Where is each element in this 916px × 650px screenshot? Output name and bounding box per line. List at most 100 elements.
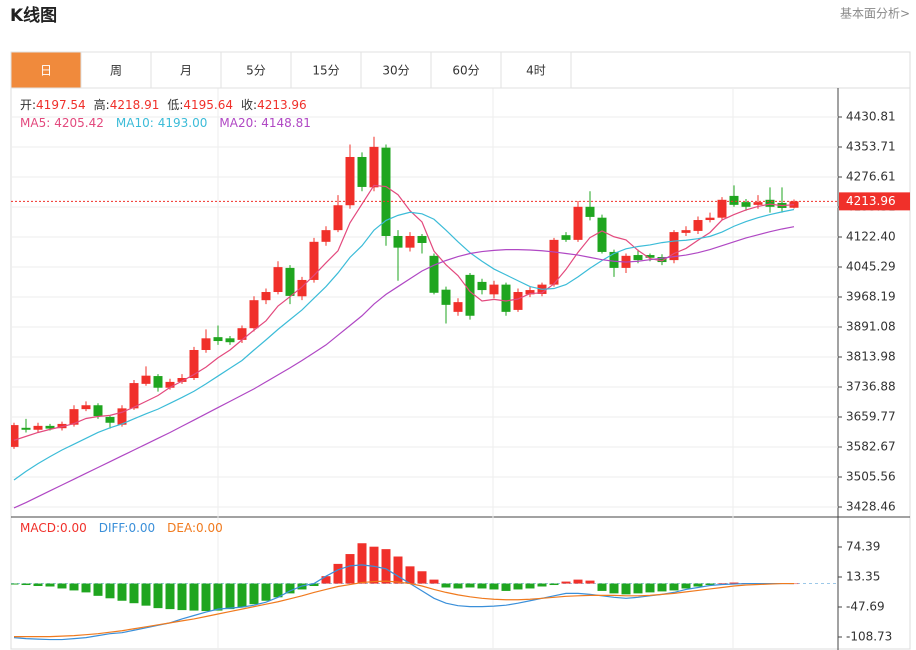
legend-value: 4205.42 bbox=[54, 116, 104, 130]
macd-bar bbox=[201, 583, 211, 612]
candle-body bbox=[249, 300, 259, 329]
macd-bar bbox=[345, 554, 355, 584]
macd-bar bbox=[129, 583, 139, 604]
y-tick-label: 3968.19 bbox=[846, 289, 896, 303]
candle-body bbox=[165, 381, 175, 388]
macd-bar bbox=[705, 583, 715, 586]
legend-label: DIFF: bbox=[99, 521, 129, 535]
macd-bar bbox=[645, 583, 655, 593]
tab-label[interactable]: 周 bbox=[110, 64, 122, 78]
macd-bar bbox=[537, 583, 547, 587]
macd-bar bbox=[681, 583, 691, 589]
candle-body bbox=[405, 235, 415, 248]
candle-body bbox=[393, 235, 403, 248]
legend-label: MA20: bbox=[219, 116, 257, 130]
macd-bar bbox=[381, 549, 391, 584]
macd-bar bbox=[417, 571, 427, 584]
macd-bar bbox=[225, 583, 235, 610]
y-tick-label: 3505.56 bbox=[846, 470, 896, 484]
candle-body bbox=[297, 279, 307, 297]
y-tick-label: 3582.67 bbox=[846, 440, 896, 454]
macd-bar bbox=[237, 583, 247, 608]
y-tick-label: 3736.88 bbox=[846, 380, 896, 394]
tab-label[interactable]: 4时 bbox=[526, 64, 546, 78]
macd-bar bbox=[393, 556, 403, 584]
grid bbox=[11, 116, 838, 508]
macd-bar bbox=[633, 583, 643, 594]
tab-label[interactable]: 日 bbox=[40, 64, 52, 78]
macd-bar bbox=[729, 582, 739, 584]
legend-value: 0.00 bbox=[196, 521, 223, 535]
candle-body bbox=[381, 147, 391, 236]
tab[interactable] bbox=[500, 51, 572, 89]
macd-bar bbox=[45, 583, 55, 587]
candle-body bbox=[357, 156, 367, 187]
legend-value: 4218.91 bbox=[110, 98, 160, 112]
legend-label: MA10: bbox=[116, 116, 154, 130]
macd-bar bbox=[573, 579, 583, 584]
macd-bar bbox=[489, 583, 499, 590]
legend-label: DEA: bbox=[167, 521, 196, 535]
macd-bar bbox=[441, 583, 451, 588]
macd-bar bbox=[309, 583, 319, 587]
indicator-line bbox=[14, 580, 794, 638]
tab[interactable] bbox=[220, 51, 292, 89]
candle-body bbox=[273, 267, 283, 293]
macd-bar bbox=[549, 583, 559, 586]
candle-body bbox=[11, 425, 19, 447]
plot bbox=[11, 136, 838, 641]
macd-bar bbox=[717, 583, 727, 584]
legend-label: MA5: bbox=[20, 116, 50, 130]
y-tick-label: 4353.71 bbox=[846, 139, 896, 153]
macd-bar bbox=[141, 583, 151, 606]
macd-bar bbox=[429, 579, 439, 584]
tab-label[interactable]: 30分 bbox=[382, 64, 409, 78]
candle-body bbox=[633, 255, 643, 261]
legend-value: 4148.81 bbox=[261, 116, 311, 130]
legend-value: 4195.64 bbox=[183, 98, 233, 112]
macd-bar bbox=[513, 583, 523, 590]
candle-body bbox=[765, 199, 775, 207]
tab[interactable] bbox=[360, 51, 432, 89]
macd-legend: MACD:0.00 DIFF:0.00 DEA:0.00 bbox=[20, 521, 223, 535]
candle-body bbox=[525, 290, 535, 295]
candle-body bbox=[69, 409, 79, 425]
indicator-line bbox=[13, 226, 795, 509]
candle-body bbox=[585, 206, 595, 217]
tab[interactable] bbox=[10, 51, 82, 89]
candle-body bbox=[45, 425, 55, 429]
last-price-box bbox=[839, 192, 910, 211]
macd-bar bbox=[657, 583, 667, 592]
candle-body bbox=[21, 427, 31, 430]
candle-body bbox=[501, 284, 511, 312]
y-tick-label: 4045.29 bbox=[846, 259, 896, 273]
candle-body bbox=[561, 235, 571, 240]
macd-bar bbox=[33, 583, 43, 587]
tab-label[interactable]: 60分 bbox=[452, 64, 479, 78]
axis: 4430.814353.714276.614199.514122.404045.… bbox=[838, 109, 910, 643]
fundamental-link[interactable]: 基本面分析> bbox=[840, 7, 910, 21]
macd-bar bbox=[405, 566, 415, 584]
candle-body bbox=[645, 255, 655, 258]
tab[interactable] bbox=[290, 51, 362, 89]
candle-body bbox=[141, 375, 151, 384]
tab-label[interactable]: 月 bbox=[180, 64, 192, 78]
macd-bar bbox=[285, 583, 295, 594]
candle-body bbox=[369, 146, 379, 188]
tab[interactable] bbox=[430, 51, 502, 89]
candle-body bbox=[345, 156, 355, 206]
legend-label: 开: bbox=[20, 98, 36, 112]
legend-label: 高: bbox=[94, 97, 110, 112]
ma-legend: MA5: 4205.42 MA10: 4193.00 MA20: 4148.81 bbox=[20, 116, 311, 130]
candle-body bbox=[441, 289, 451, 305]
candle-body bbox=[93, 405, 103, 417]
tab-label[interactable]: 5分 bbox=[246, 64, 266, 78]
candle-body bbox=[681, 230, 691, 233]
macd-bar bbox=[501, 583, 511, 591]
tab-label[interactable]: 15分 bbox=[312, 64, 339, 78]
candle-body bbox=[177, 378, 187, 382]
macd-bar bbox=[261, 583, 271, 601]
macd-bar bbox=[369, 546, 379, 584]
y-tick-label: 3428.46 bbox=[846, 500, 896, 514]
